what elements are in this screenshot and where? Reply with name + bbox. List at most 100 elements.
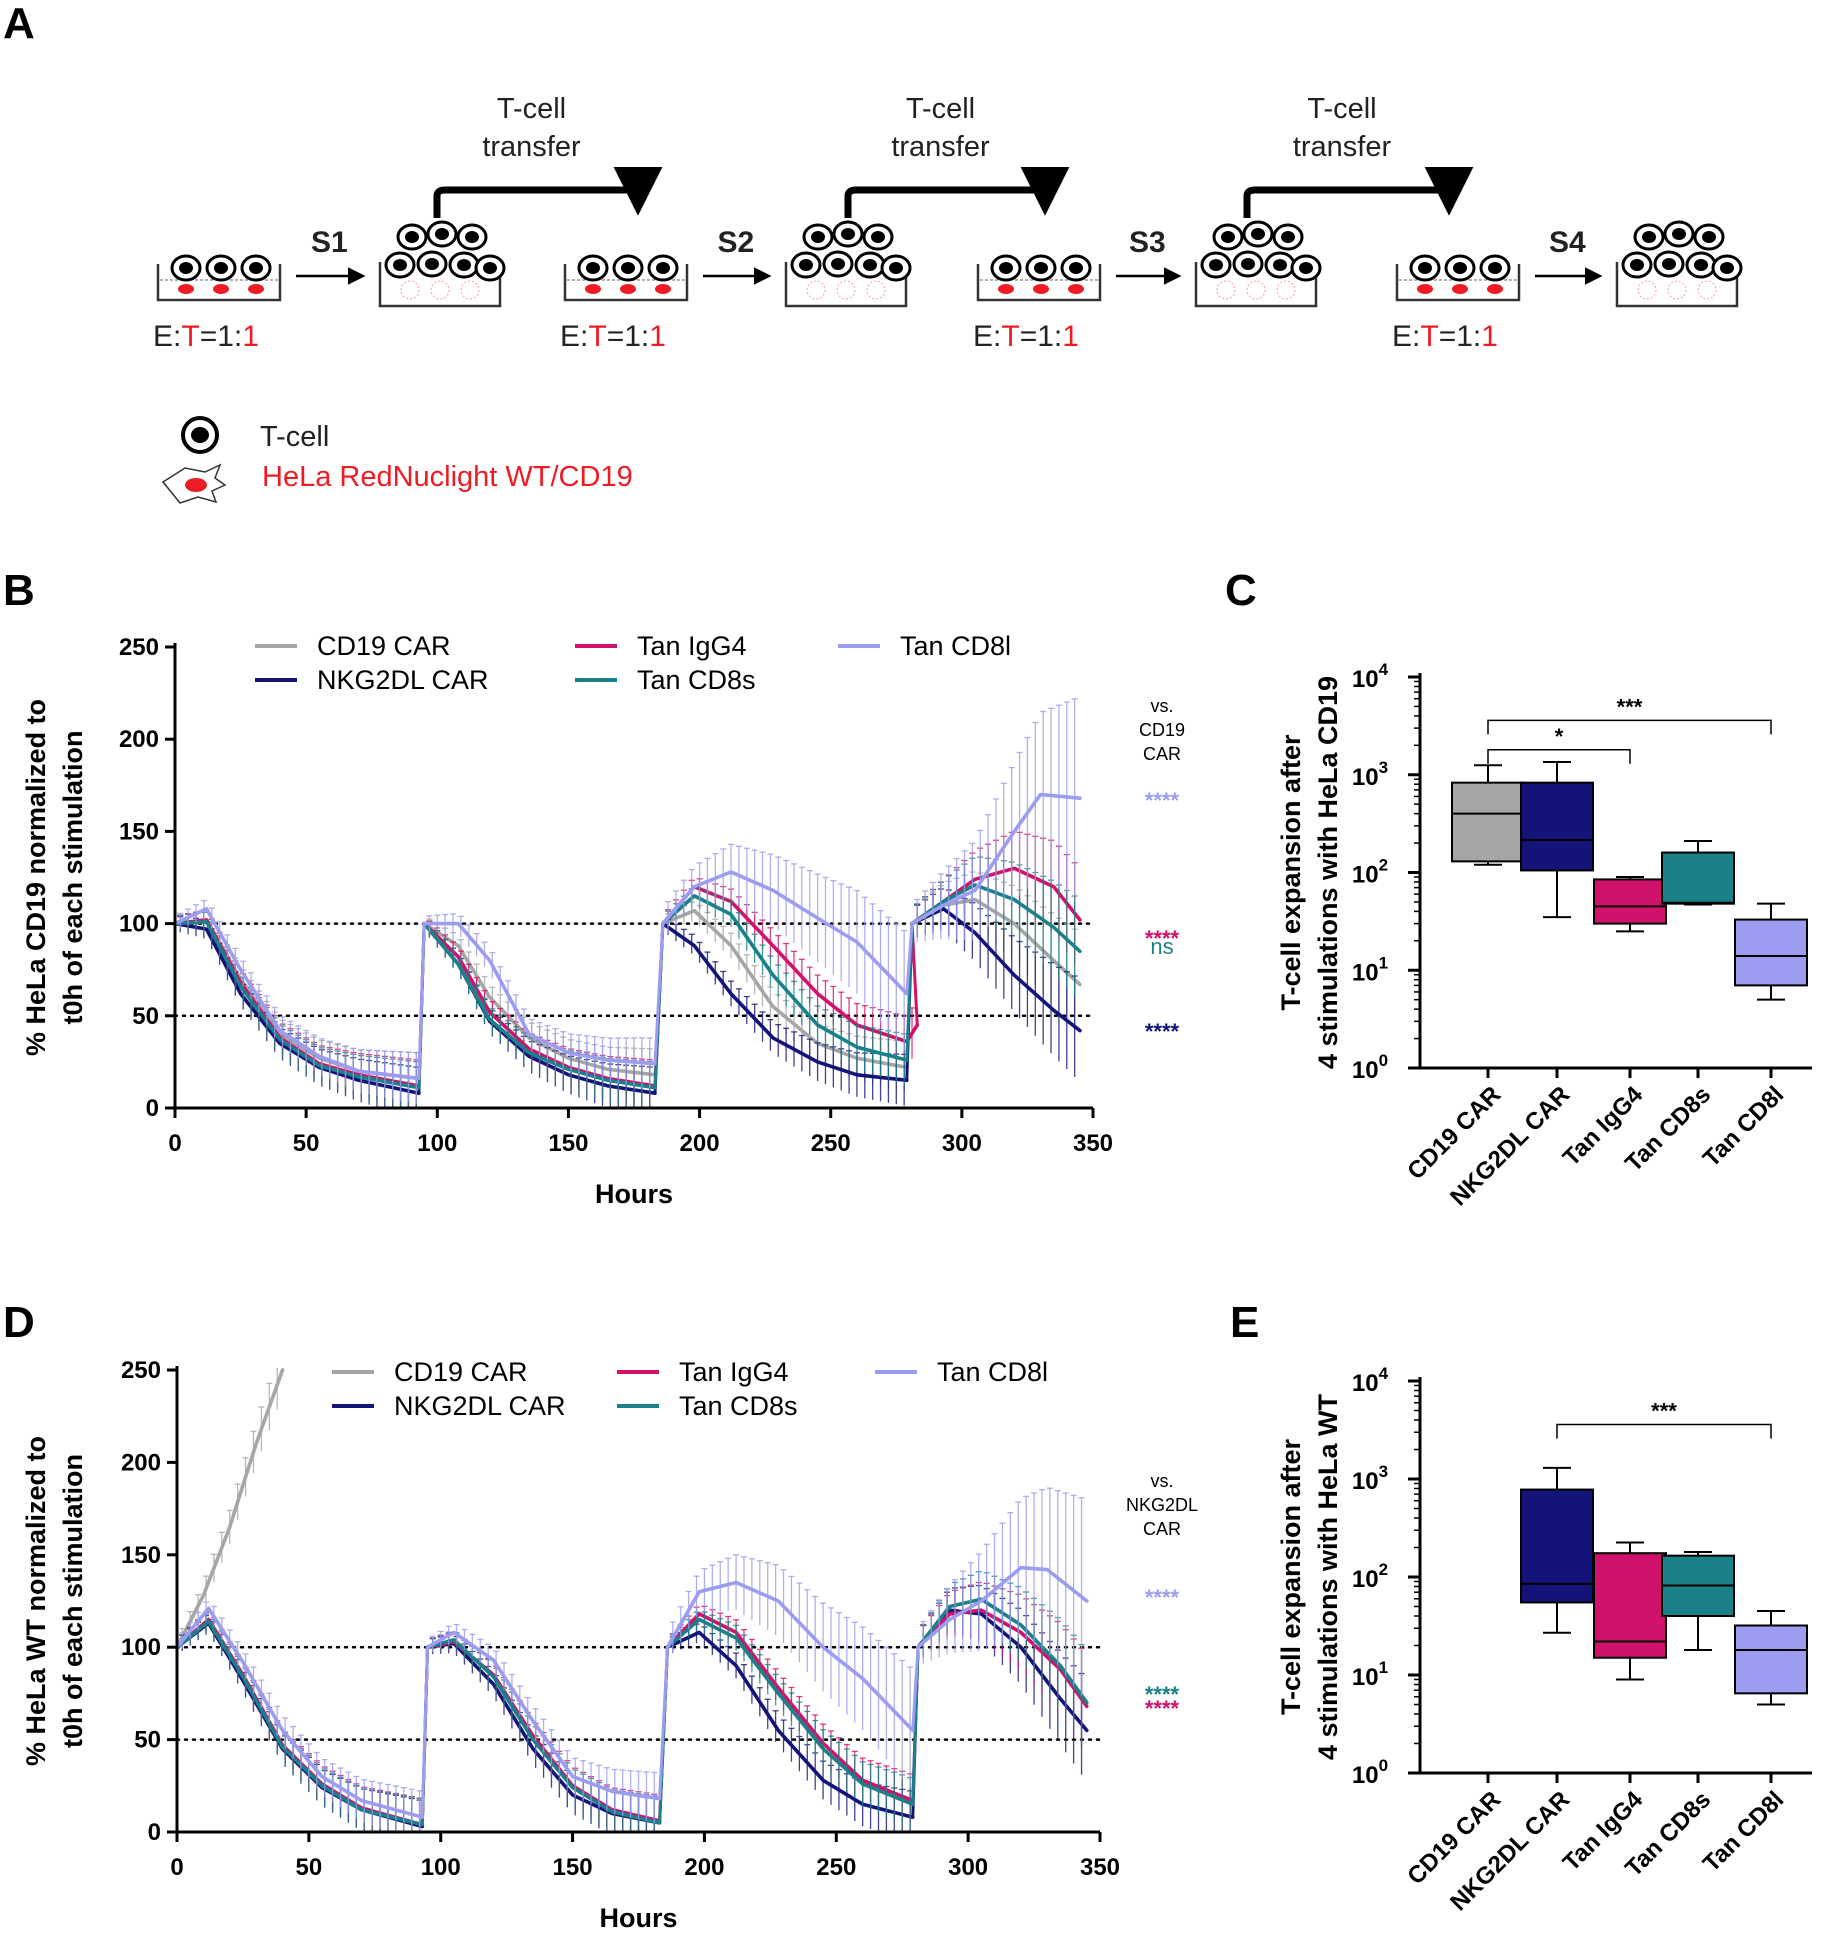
t-cell-nucleus — [214, 262, 228, 274]
t-cell-icon — [426, 220, 458, 248]
panel-letter-e: E — [1230, 1298, 1259, 1347]
t-cell-nucleus — [1209, 259, 1223, 271]
significance-label: **** — [1145, 1585, 1180, 1610]
series-line-segment — [661, 894, 909, 1062]
series-line-segment — [177, 1619, 425, 1827]
y-tick-label: 100 — [121, 1634, 161, 1661]
dead-hela-cell — [1276, 280, 1296, 300]
end-well-3 — [1194, 220, 1322, 308]
hela-nucleus — [213, 284, 229, 294]
hela-nucleus — [1068, 284, 1084, 294]
series-jump — [911, 1647, 920, 1731]
series-line-segment — [175, 921, 421, 1095]
well-outline — [1615, 262, 1739, 308]
hela-nucleus — [620, 284, 636, 294]
transfer-label-line-1: T-cell — [1307, 93, 1376, 125]
x-tick-label: 100 — [417, 1130, 457, 1157]
box-iqr — [1734, 918, 1808, 987]
series-line-segment — [661, 870, 909, 996]
dead-hela-cell — [430, 280, 450, 300]
ratio-part-one: 1 — [649, 320, 666, 353]
transfer-label-line-1: T-cell — [906, 93, 975, 125]
t-cell-icon — [990, 254, 1022, 282]
well-outline — [1194, 262, 1318, 308]
legend-label: Tan CD8l — [937, 1357, 1048, 1387]
significance-bracket — [1487, 719, 1772, 735]
box-iqr — [1451, 781, 1525, 863]
x-tick-label: 150 — [553, 1854, 593, 1881]
t-cell-icon — [854, 251, 886, 279]
dead-hela-cell — [866, 280, 886, 300]
x-tick-label: 300 — [948, 1854, 988, 1881]
series-line-segment — [916, 1597, 1089, 1705]
significance-label: **** — [1145, 926, 1180, 951]
bracket-label: *** — [1651, 1398, 1677, 1423]
series-jump — [910, 923, 919, 1026]
t-cell-icon — [880, 254, 912, 282]
x-tick-label: 150 — [548, 1130, 588, 1157]
t-cell-nucleus — [621, 262, 635, 274]
t-cell-nucleus — [1720, 262, 1734, 274]
legend-hela-label: HeLa RedNuclight WT/CD19 — [262, 461, 633, 493]
panel-letter-c: C — [1225, 566, 1257, 615]
significance-bracket — [1487, 749, 1631, 764]
t-cell-nucleus — [889, 262, 903, 274]
transfer-brackets: T-cell transfer T-cell transfer T-cell transf… — [433, 93, 1474, 218]
series-jump — [417, 923, 426, 1079]
legend-label: Tan CD8s — [679, 1391, 798, 1421]
ratio-part-mid: =1: — [607, 320, 650, 353]
series-line-segment — [665, 1580, 915, 1733]
t-cell-icon — [448, 251, 480, 279]
series-tan-cd8l — [175, 698, 1082, 1104]
transfer-bracket-1: T-cell transfer — [433, 93, 663, 218]
dead-hela-cell — [1697, 280, 1717, 300]
series-line-segment — [910, 883, 1082, 954]
t-cell-icon — [384, 251, 416, 279]
comparison-label: NKG2DL — [1126, 1495, 1198, 1515]
start-well-3 — [976, 254, 1102, 302]
ratio-part-one: 1 — [242, 320, 259, 353]
box-tan-cd8s — [1661, 1550, 1735, 1651]
x-tick-label: 50 — [293, 1130, 320, 1157]
hela-nucleus — [1452, 284, 1468, 294]
end-well-2 — [784, 220, 912, 308]
t-cell-nucleus — [1418, 262, 1432, 274]
x-tick-label: 200 — [680, 1130, 720, 1157]
t-cell-icon — [1232, 250, 1264, 278]
series-line-segment — [910, 792, 1082, 926]
t-cell-icon — [1711, 254, 1743, 282]
y-tick-label: 101 — [1352, 953, 1388, 986]
box-tan-cd8s — [1661, 840, 1735, 906]
well-outline — [1395, 264, 1521, 302]
t-cell-nucleus — [1642, 231, 1656, 243]
y-tick-base: 10 — [1352, 1566, 1379, 1593]
t-cell-icon — [1685, 251, 1717, 279]
significance-label: **** — [1145, 1019, 1180, 1044]
t-cell-icon — [1212, 223, 1244, 251]
y-tick-exponent: 3 — [1379, 758, 1388, 777]
hela-nucleus — [248, 284, 264, 294]
panel-letter-b: B — [3, 566, 35, 615]
series-cd19-car — [177, 1368, 285, 1649]
y-tick-label: 103 — [1352, 1462, 1388, 1495]
ratio-part-one: 1 — [1062, 320, 1079, 353]
t-cell-nucleus — [871, 231, 885, 243]
y-tick-base: 10 — [1352, 1057, 1379, 1084]
y-tick-base: 10 — [1352, 1468, 1379, 1495]
t-cell-nucleus — [393, 259, 407, 271]
x-tick-label: 250 — [816, 1854, 856, 1881]
series-line-segment — [661, 884, 920, 1044]
y-tick-exponent: 0 — [1379, 1756, 1388, 1775]
end-well-4 — [1615, 220, 1743, 308]
t-cell-nucleus — [1241, 258, 1255, 270]
t-cell-icon — [577, 254, 609, 282]
box-iqr — [1520, 781, 1594, 872]
y-tick-exponent: 4 — [1379, 1364, 1389, 1383]
transfer-label-line-2: transfer — [1293, 131, 1392, 163]
series-tan-cd8l — [177, 1487, 1089, 1832]
y-tick-label: 50 — [132, 1003, 159, 1030]
y-tick-label: 150 — [119, 818, 159, 845]
hela-nucleus — [655, 284, 671, 294]
